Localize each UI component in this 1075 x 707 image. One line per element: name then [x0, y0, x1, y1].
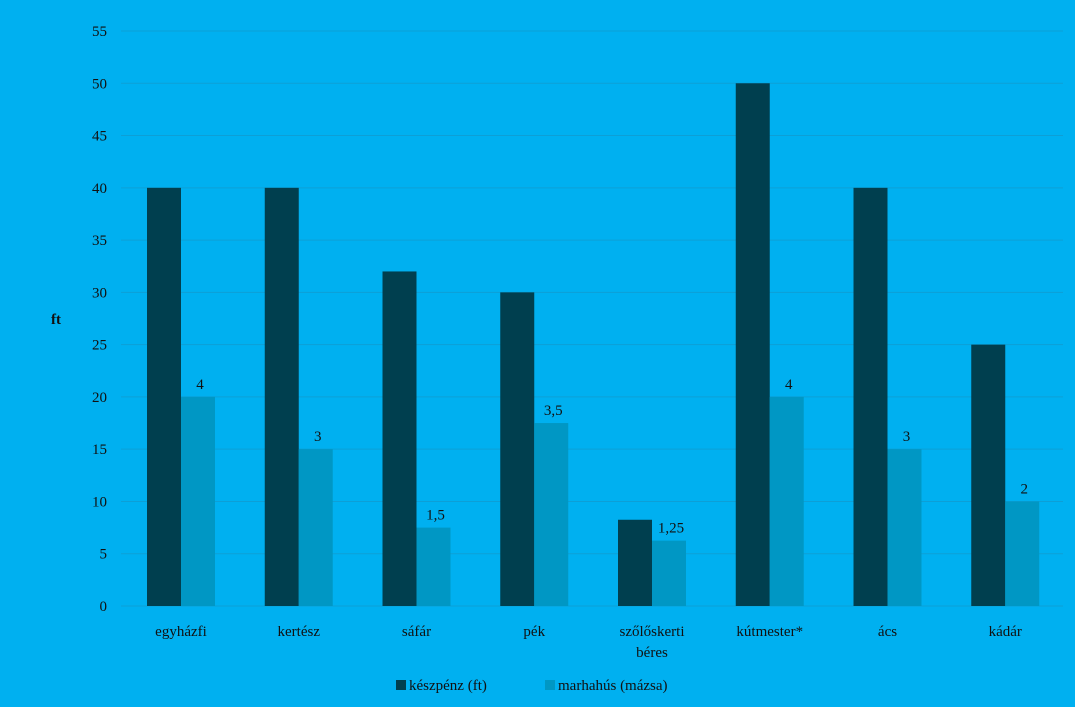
y-tick-label: 15	[92, 442, 107, 458]
y-tick-label: 5	[100, 547, 108, 563]
bar-marhahus	[298, 449, 333, 606]
bar-keszpenz	[618, 519, 652, 606]
y-tick-label: 30	[92, 285, 107, 301]
data-label: 2	[1021, 481, 1029, 497]
y-tick-label: 45	[92, 129, 107, 145]
y-tick-label: 20	[92, 390, 107, 406]
bar-marhahus	[181, 396, 215, 606]
data-label: 4	[785, 377, 793, 393]
data-label: 3	[314, 429, 322, 445]
x-category-label: pék	[523, 624, 545, 640]
data-label: 1,25	[658, 521, 684, 537]
bar-marhahus	[887, 449, 922, 606]
y-tick-label: 55	[92, 24, 107, 40]
legend-label: készpénz (ft)	[409, 678, 487, 694]
data-label: 1,5	[426, 508, 445, 524]
bar-keszpenz	[382, 271, 417, 606]
data-label: 3	[903, 429, 911, 445]
legend-swatch	[396, 680, 406, 690]
bar-marhahus	[769, 396, 804, 606]
bar-keszpenz	[264, 187, 299, 606]
y-tick-label: 40	[92, 181, 107, 197]
bar-marhahus	[652, 540, 686, 606]
y-axis-label: ft	[51, 312, 61, 328]
x-category-label: egyházfi	[155, 624, 207, 640]
data-label: 3,5	[544, 403, 563, 419]
bar-keszpenz	[147, 187, 181, 606]
legend-swatch	[545, 680, 555, 690]
y-tick-label: 0	[100, 599, 108, 615]
x-category-label: kertész	[278, 624, 321, 640]
bar-marhahus	[534, 423, 569, 606]
y-tick-label: 25	[92, 338, 107, 354]
x-category-label: kádár	[989, 624, 1022, 640]
bar-keszpenz	[735, 83, 770, 607]
bar-marhahus	[416, 527, 451, 606]
bar-keszpenz	[971, 344, 1006, 606]
bar-keszpenz	[853, 187, 888, 606]
legend-label: marhahús (mázsa)	[558, 678, 668, 694]
y-tick-label: 50	[92, 76, 107, 92]
x-category-label: szőlőskerti béres	[620, 624, 685, 661]
x-category-label: kútmester*	[736, 624, 803, 640]
x-category-label: sáfár	[402, 624, 431, 640]
x-category-label: ács	[878, 624, 897, 640]
data-label: 4	[196, 377, 204, 393]
bar-keszpenz	[500, 292, 535, 606]
bar-marhahus	[1005, 501, 1040, 606]
y-tick-label: 35	[92, 233, 107, 249]
y-tick-label: 10	[92, 494, 107, 510]
